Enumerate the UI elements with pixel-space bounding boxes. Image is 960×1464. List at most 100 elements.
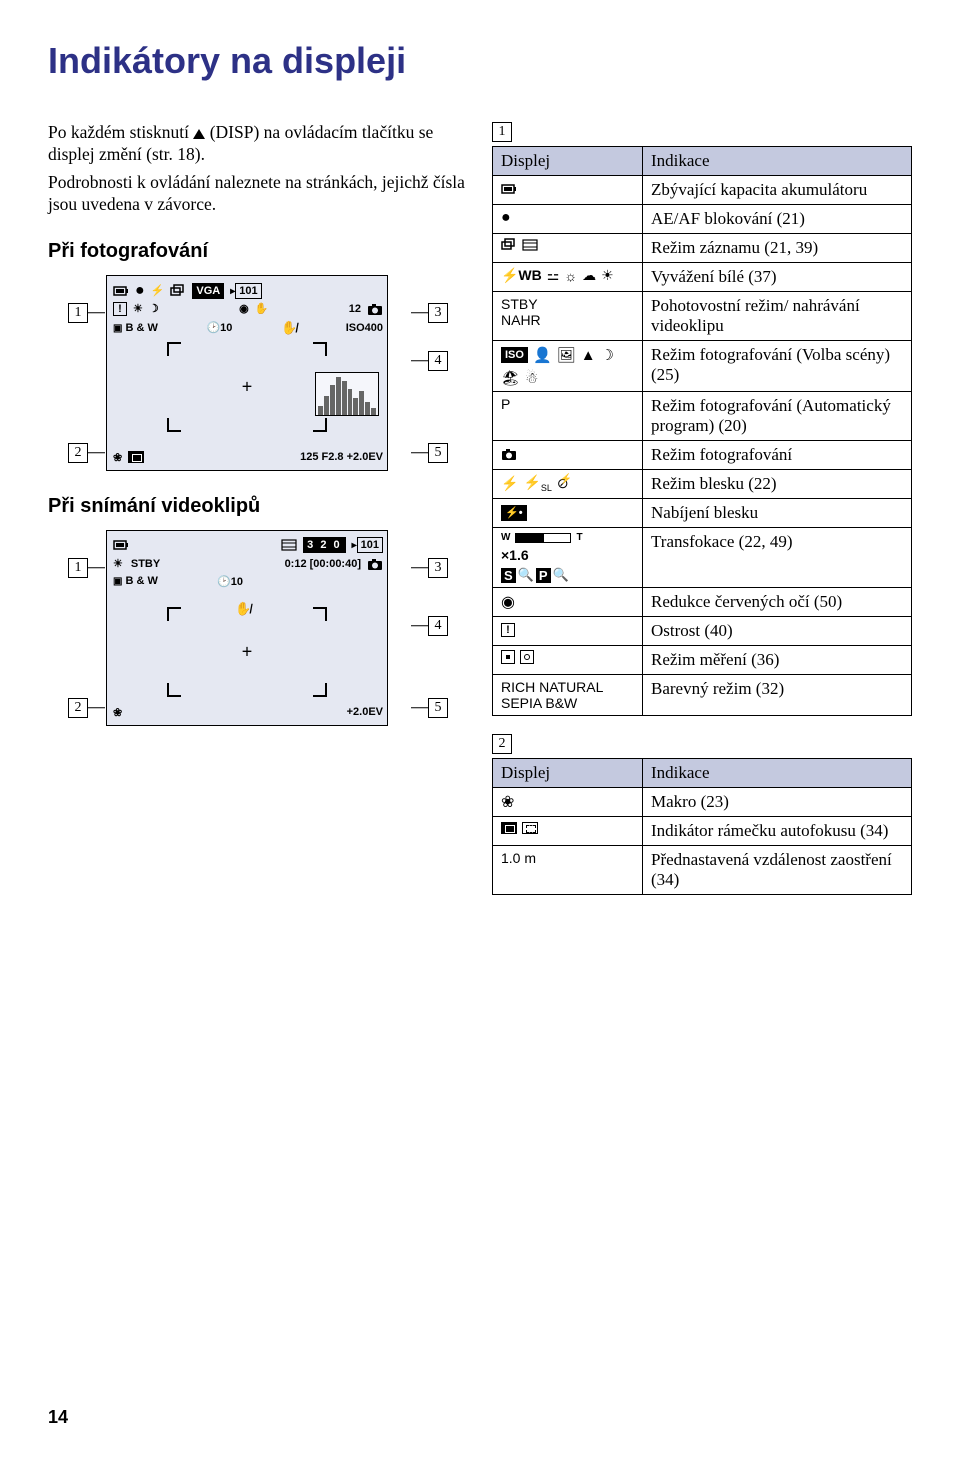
table-row: RICH NATURAL SEPIA B&W Barevný režim (32… — [493, 675, 912, 716]
zoom-factor: ×1.6 — [501, 547, 634, 563]
exposure-info: 125 F2.8 +2.0EV — [300, 451, 383, 463]
histogram-icon — [315, 372, 379, 416]
focus-distance-cell: 1.0 m — [493, 846, 643, 895]
wb-incand-icon: ☼ — [564, 268, 577, 284]
folder-icon: ▸101 — [230, 283, 261, 299]
macro-icon: ❀ — [113, 706, 122, 719]
redeye-icon: ◉ — [239, 302, 249, 315]
bw-label: ▣ B & W — [113, 575, 158, 587]
smart-precision-zoom-icon: S🔍 P🔍 — [501, 567, 634, 583]
flash-off-icon: ⊘⚡ — [557, 475, 569, 492]
nohand-icon: ✋̸ — [235, 601, 251, 617]
sun-icon: ☀ — [113, 557, 123, 570]
table-row: ◉ Redukce červených očí (50) — [493, 588, 912, 617]
camera-icon — [367, 557, 383, 571]
burst-icon — [501, 238, 517, 252]
spot-meter-icon — [501, 650, 515, 664]
center-meter-icon — [520, 650, 534, 664]
stby-nahr-cell: STBY NAHR — [493, 292, 643, 341]
callout-photo-4: 4 — [428, 351, 448, 371]
af-frame-icon — [128, 451, 144, 463]
rec-time: 0:12 [00:00:40] — [285, 558, 361, 570]
two-column-layout: Po každém stisknutí (DISP) na ovládacím … — [48, 122, 912, 913]
portrait-icon: 👤 — [533, 346, 552, 364]
table-row: STBY NAHR Pohotovostní režim/ nahrávání … — [493, 292, 912, 341]
table-row: Režim fotografování — [493, 441, 912, 470]
p-mode-cell: P — [493, 392, 643, 441]
macro-icon: ❀ — [113, 451, 122, 464]
table-row: Režim záznamu (21, 39) — [493, 234, 912, 263]
sharpness-icon — [501, 623, 515, 637]
battery-icon — [501, 182, 517, 196]
section-1-label: 1 — [492, 122, 512, 142]
table-section-1: Displej Indikace Zbývající kapacita akum… — [492, 146, 912, 716]
burst-icon — [170, 284, 186, 298]
lcd-photo: ● ⚡ VGA ▸101 ☀ ☽ ◉ ✋ — [106, 275, 388, 471]
dot-icon: ● — [501, 209, 511, 226]
focus-area: + — [167, 607, 327, 697]
table-header-row: Displej Indikace — [493, 759, 912, 788]
table-row: Ostrost (40) — [493, 617, 912, 646]
table-row: ● AE/AF blokování (21) — [493, 205, 912, 234]
sharpness-icon — [113, 302, 127, 316]
bw-label: ▣ B & W — [113, 322, 158, 334]
redeye-icon: ◉ — [501, 594, 515, 611]
up-arrow-icon — [193, 129, 205, 139]
beach-icon: 🏖 — [501, 369, 520, 387]
folder-icon: ▸101 — [352, 537, 383, 553]
callout-video-3: 3 — [428, 558, 448, 578]
iso-icon: ISO — [501, 347, 528, 363]
table-row: ISO 👤 🖼 ▲ ☽ 🏖 ☃ Režim fotografování (Vol… — [493, 341, 912, 392]
camera-icon — [367, 302, 383, 316]
flash-charge-icon: ⚡• — [501, 505, 527, 521]
right-column: 1 Displej Indikace Zbývající kapacita ak… — [492, 122, 912, 913]
macro-icon: ❀ — [501, 794, 514, 811]
table-row: P Režim fotografování (Automatický progr… — [493, 392, 912, 441]
intro-text: Po každém stisknutí (DISP) na ovládacím … — [48, 122, 468, 216]
moon-icon: ☽ — [601, 346, 614, 364]
left-column: Po každém stisknutí (DISP) na ovládacím … — [48, 122, 468, 913]
film-icon — [522, 238, 538, 252]
lcd-video-wrap: 1 2 3 4 5 3 2 0 ▸101 ☀ STBY — [68, 530, 448, 726]
af-frame-icon — [501, 822, 517, 834]
callout-photo-1: 1 — [68, 303, 88, 323]
count-12: 12 — [349, 303, 361, 315]
callout-video-5: 5 — [428, 698, 448, 718]
lcd-photo-wrap: 1 2 3 4 5 ● ⚡ VGA ▸101 ☀ — [68, 275, 448, 471]
table-header-row: Displej Indikace — [493, 147, 912, 176]
page-title: Indikátory na displeji — [48, 40, 912, 82]
vga-icon: VGA — [192, 283, 224, 299]
camera-icon — [501, 447, 517, 461]
sun-icon: ☀ — [601, 267, 614, 284]
callout-photo-5: 5 — [428, 443, 448, 463]
callout-video-2: 2 — [68, 698, 88, 718]
section-video-head: Při snímání videoklipů — [48, 495, 468, 518]
nohand-icon: ✋̸ — [281, 320, 297, 336]
table-row: Zbývající kapacita akumulátoru — [493, 176, 912, 205]
callout-video-4: 4 — [428, 616, 448, 636]
table-row: ⚡WB ⚍ ☼ ☁ ☀ Vyvážení bílé (37) — [493, 263, 912, 292]
af-frame-multi-icon — [522, 822, 538, 834]
focus-area: + — [167, 342, 327, 432]
zoom-bar-row: W T — [501, 532, 634, 543]
center-cross-icon: + — [242, 641, 253, 662]
twilight-portrait-icon: 🖼 — [557, 346, 576, 364]
th-display: Displej — [493, 147, 643, 176]
table-row: ⚡• Nabíjení blesku — [493, 499, 912, 528]
self-timer-icon: 🕑10 — [206, 321, 232, 334]
self-timer-icon: 🕑10 — [217, 575, 243, 588]
flash-slow-icon: ⚡SL — [523, 474, 551, 493]
zoom-bar-icon — [515, 533, 571, 543]
exposure-info: +2.0EV — [347, 706, 383, 718]
th-indication: Indikace — [643, 147, 912, 176]
page-number: 14 — [48, 1407, 68, 1428]
lcd-video: 3 2 0 ▸101 ☀ STBY 0:12 [00:00:40] 🕑10 — [106, 530, 388, 726]
th-indication: Indikace — [643, 759, 912, 788]
battery-icon — [113, 284, 129, 298]
wb-flash-icon: ⚡WB — [501, 267, 542, 284]
flash-icon: ⚡ — [501, 475, 518, 492]
color-mode-cell: RICH NATURAL SEPIA B&W — [493, 675, 643, 716]
snow-icon: ☃ — [525, 369, 538, 387]
res-320-icon: 3 2 0 — [303, 537, 345, 553]
section-2-label: 2 — [492, 734, 512, 754]
